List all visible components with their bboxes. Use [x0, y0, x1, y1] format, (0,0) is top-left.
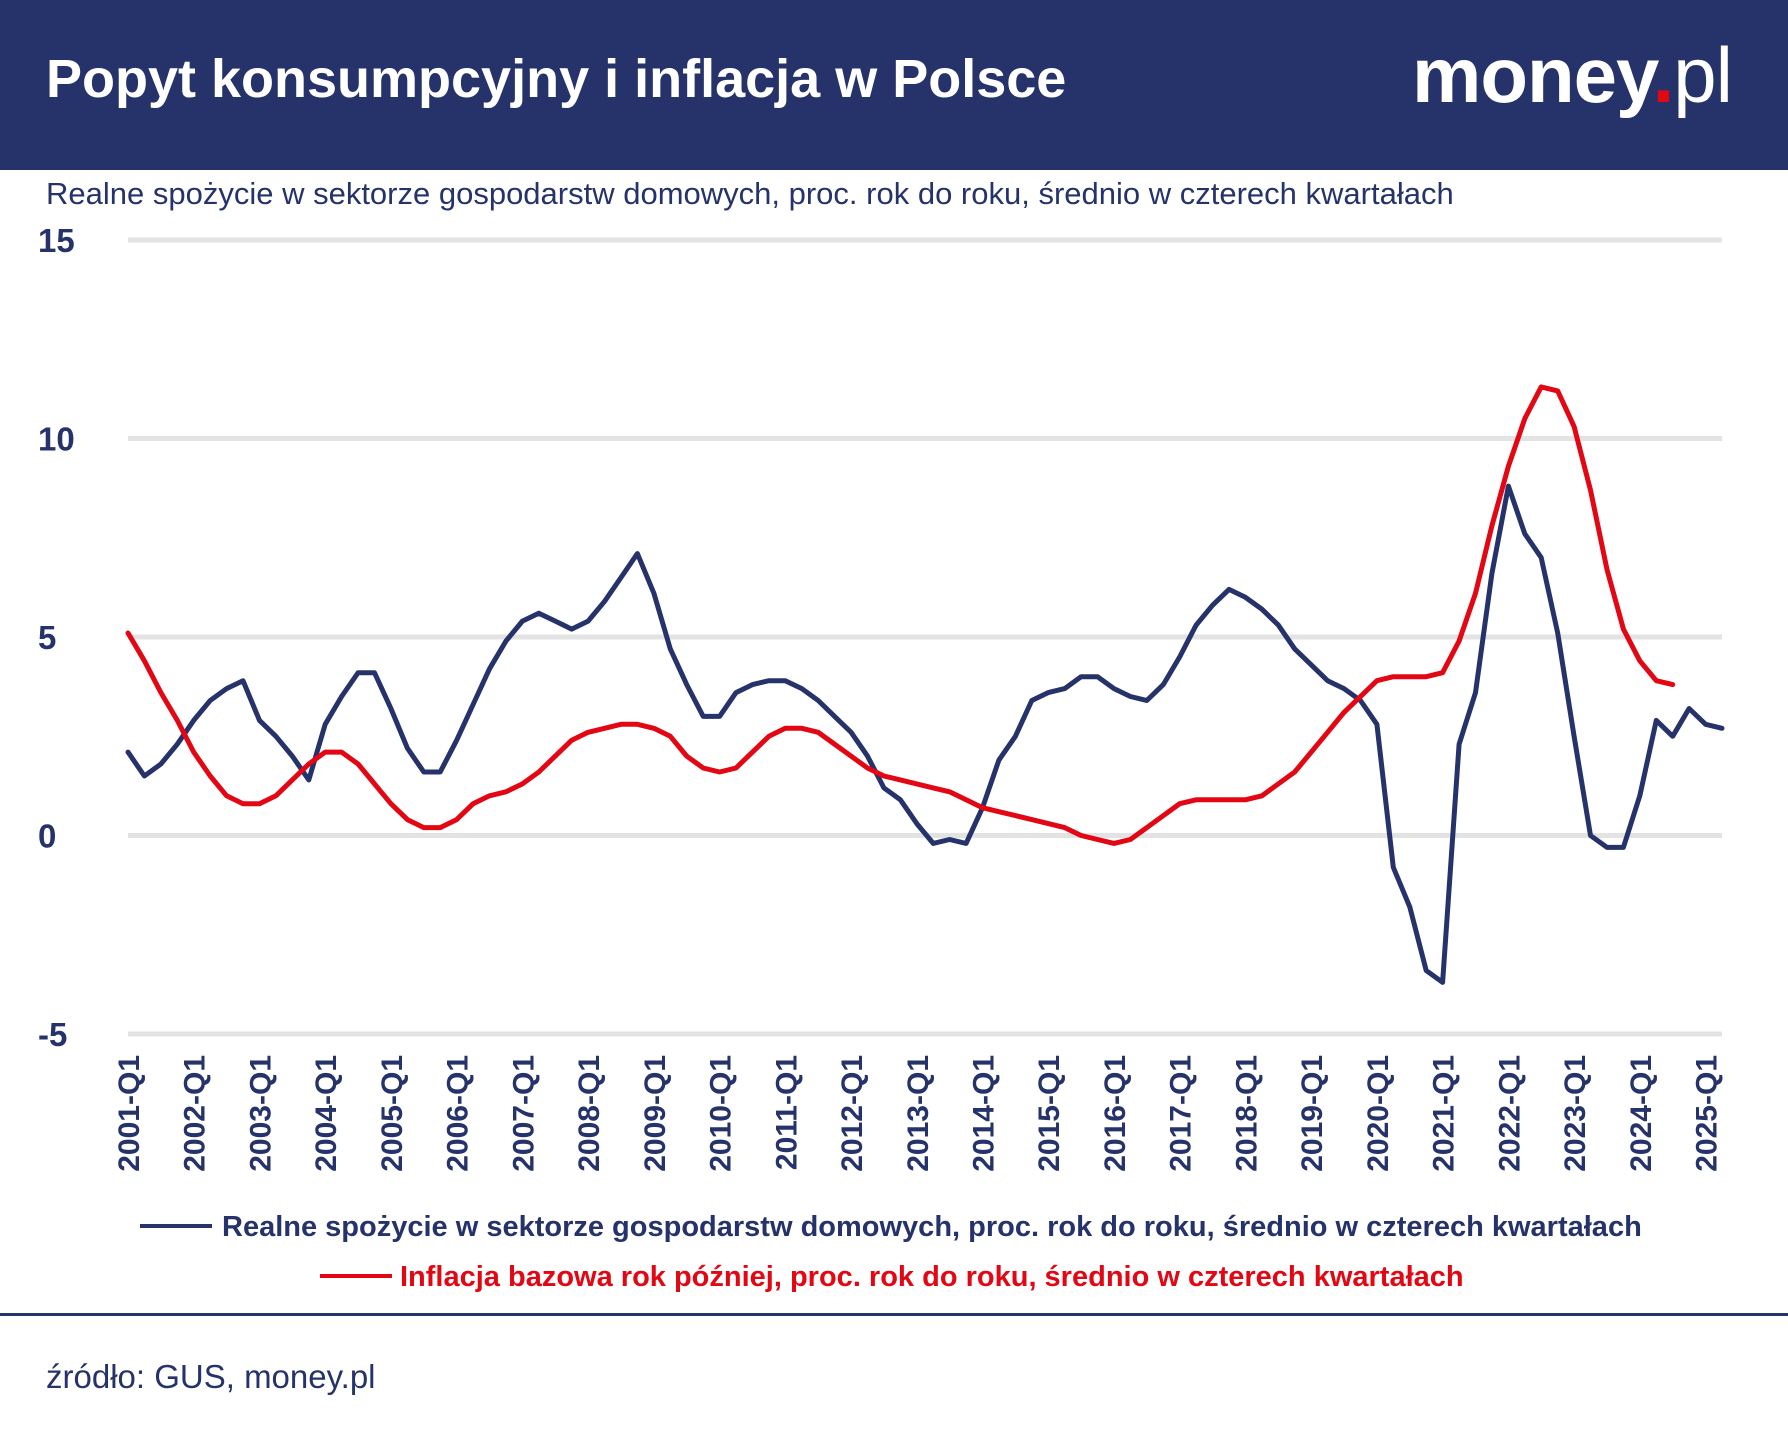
x-tick-label: 2010-Q1 — [705, 1055, 738, 1172]
x-tick-label: 2016-Q1 — [1099, 1055, 1132, 1172]
legend-label-1: Realne spożycie w sektorze gospodarstw d… — [222, 1211, 1642, 1243]
chart-subtitle: Realne spożycie w sektorze gospodarstw d… — [46, 176, 1454, 211]
logo-dot: . — [1652, 31, 1675, 119]
y-tick-label: 10 — [38, 421, 75, 458]
source-note: źródło: GUS, money.pl — [46, 1358, 376, 1395]
y-tick-label: 15 — [38, 222, 75, 259]
x-tick-label: 2015-Q1 — [1033, 1055, 1066, 1172]
x-tick-label: 2001-Q1 — [113, 1055, 146, 1172]
x-tick-label: 2004-Q1 — [310, 1055, 343, 1172]
x-tick-label: 2007-Q1 — [507, 1055, 540, 1172]
x-axis-ticks: 2001-Q1 2002-Q1 2003-Q1 2004-Q1 2005-Q1 2006-… — [113, 1055, 1724, 1172]
x-tick-label: 2020-Q1 — [1362, 1055, 1395, 1172]
y-axis-ticks: -5 0 5 10 15 — [38, 222, 75, 1053]
y-tick-label: -5 — [38, 1016, 67, 1053]
legend: Realne spożycie w sektorze gospodarstw d… — [140, 1211, 1642, 1293]
x-tick-label: 2018-Q1 — [1230, 1055, 1263, 1172]
y-tick-label: 5 — [38, 619, 56, 656]
x-tick-label: 2013-Q1 — [902, 1055, 935, 1172]
x-tick-label: 2011-Q1 — [770, 1055, 803, 1170]
x-tick-label: 2014-Q1 — [968, 1055, 1001, 1172]
header-banner: Popyt konsumpcyjny i inflacja w Polsce m… — [0, 0, 1788, 170]
x-tick-label: 2005-Q1 — [376, 1055, 409, 1172]
x-tick-label: 2025-Q1 — [1691, 1055, 1724, 1172]
series-line-2 — [125, 384, 1676, 846]
x-tick-label: 2017-Q1 — [1165, 1055, 1198, 1172]
x-tick-label: 2019-Q1 — [1296, 1055, 1329, 1172]
brand-logo[interactable]: money.pl — [1411, 30, 1733, 121]
logo-suffix-text: pl — [1673, 31, 1733, 119]
x-tick-label: 2008-Q1 — [573, 1055, 606, 1172]
logo-main-text: money — [1411, 31, 1654, 119]
y-tick-label: 0 — [38, 818, 56, 855]
x-tick-label: 2021-Q1 — [1428, 1055, 1461, 1172]
x-tick-label: 2006-Q1 — [442, 1055, 475, 1172]
series-line-1 — [125, 483, 1725, 985]
legend-label-2: Inflacja bazowa rok później, proc. rok d… — [400, 1261, 1464, 1293]
x-tick-label: 2012-Q1 — [836, 1055, 869, 1172]
x-tick-label: 2002-Q1 — [179, 1055, 212, 1172]
page-title: Popyt konsumpcyjny i inflacja w Polsce — [46, 49, 1067, 109]
x-tick-label: 2023-Q1 — [1559, 1055, 1592, 1172]
footer-divider — [0, 1313, 1788, 1316]
x-tick-label: 2009-Q1 — [639, 1055, 672, 1172]
x-tick-label: 2022-Q1 — [1493, 1055, 1526, 1172]
series-lines — [125, 384, 1725, 985]
x-tick-label: 2024-Q1 — [1625, 1055, 1658, 1172]
x-tick-label: 2003-Q1 — [244, 1055, 277, 1172]
